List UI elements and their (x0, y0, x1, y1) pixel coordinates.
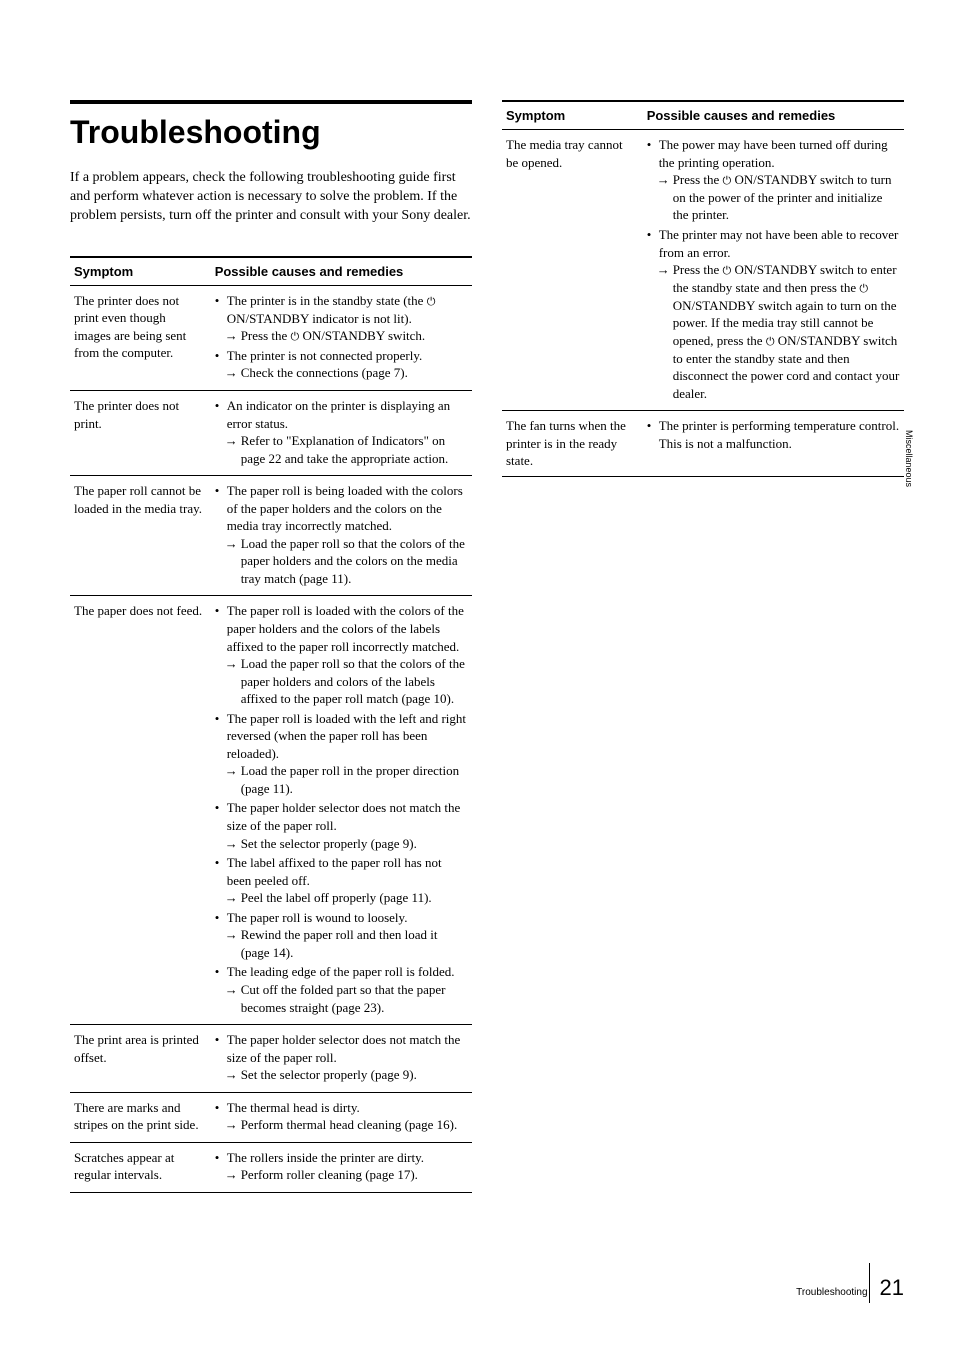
table-row: The paper roll cannot be loaded in the m… (70, 476, 472, 596)
symptom-cell: The paper does not feed. (70, 596, 211, 1025)
table-row: The media tray cannot be opened.The powe… (502, 130, 904, 411)
troubleshooting-table-right: Symptom Possible causes and remedies The… (502, 100, 904, 477)
table-row: The paper does not feed.The paper roll i… (70, 596, 472, 1025)
symptom-cell: The print area is printed offset. (70, 1025, 211, 1093)
causes-cell: The printer is performing temperature co… (643, 411, 904, 477)
symptom-cell: The media tray cannot be opened. (502, 130, 643, 411)
footer-page-number: 21 (880, 1275, 904, 1301)
table-row: The printer does not print.An indicator … (70, 391, 472, 476)
symptom-cell: There are marks and stripes on the print… (70, 1092, 211, 1142)
table-row: There are marks and stripes on the print… (70, 1092, 472, 1142)
table-row: The print area is printed offset.The pap… (70, 1025, 472, 1093)
causes-cell: The thermal head is dirty. Perform therm… (211, 1092, 472, 1142)
symptom-cell: The paper roll cannot be loaded in the m… (70, 476, 211, 596)
table-row: The printer does not print even though i… (70, 285, 472, 390)
page-heading: Troubleshooting (70, 100, 472, 151)
th-symptom-r: Symptom (502, 101, 643, 130)
causes-cell: The power may have been turned off durin… (643, 130, 904, 411)
th-symptom: Symptom (70, 257, 211, 286)
troubleshooting-table-left: Symptom Possible causes and remedies The… (70, 256, 472, 1193)
th-causes: Possible causes and remedies (211, 257, 472, 286)
causes-cell: The rollers inside the printer are dirty… (211, 1142, 472, 1192)
symptom-cell: The fan turns when the printer is in the… (502, 411, 643, 477)
table-row: The fan turns when the printer is in the… (502, 411, 904, 477)
intro-paragraph: If a problem appears, check the followin… (70, 169, 472, 226)
causes-cell: The paper roll is being loaded with the … (211, 476, 472, 596)
side-tab-label: Miscellaneous (904, 430, 914, 487)
causes-cell: The paper roll is loaded with the colors… (211, 596, 472, 1025)
causes-cell: The printer is in the standby state (the… (211, 285, 472, 390)
th-causes-r: Possible causes and remedies (643, 101, 904, 130)
symptom-cell: Scratches appear at regular intervals. (70, 1142, 211, 1192)
table-row: Scratches appear at regular intervals.Th… (70, 1142, 472, 1192)
symptom-cell: The printer does not print. (70, 391, 211, 476)
symptom-cell: The printer does not print even though i… (70, 285, 211, 390)
causes-cell: The paper holder selector does not match… (211, 1025, 472, 1093)
footer-section-label: Troubleshooting (796, 1287, 867, 1298)
causes-cell: An indicator on the printer is displayin… (211, 391, 472, 476)
